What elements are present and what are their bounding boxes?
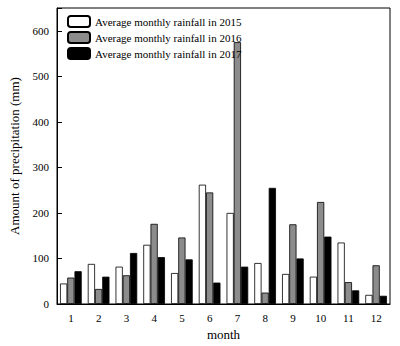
svg-text:Amount of precipitation (mm): Amount of precipitation (mm) — [7, 77, 22, 235]
svg-text:Average monthly rainfall in 20: Average monthly rainfall in 2017 — [95, 48, 242, 60]
svg-text:Average monthly rainfall in 20: Average monthly rainfall in 2015 — [95, 16, 242, 28]
svg-text:3: 3 — [124, 312, 130, 324]
svg-text:2: 2 — [96, 312, 102, 324]
svg-text:300: 300 — [33, 161, 50, 173]
svg-text:11: 11 — [343, 312, 354, 324]
svg-text:Average monthly rainfall in 20: Average monthly rainfall in 2016 — [95, 32, 242, 44]
svg-text:100: 100 — [33, 252, 50, 264]
svg-text:8: 8 — [262, 312, 268, 324]
svg-text:6: 6 — [207, 312, 213, 324]
svg-text:10: 10 — [315, 312, 327, 324]
svg-text:9: 9 — [290, 312, 296, 324]
svg-text:500: 500 — [33, 70, 50, 82]
svg-text:0: 0 — [44, 298, 50, 310]
svg-text:1: 1 — [68, 312, 74, 324]
svg-text:400: 400 — [33, 116, 50, 128]
svg-text:5: 5 — [179, 312, 185, 324]
svg-text:month: month — [207, 327, 241, 342]
svg-text:4: 4 — [151, 312, 157, 324]
svg-text:12: 12 — [371, 312, 382, 324]
svg-text:200: 200 — [33, 207, 50, 219]
svg-text:7: 7 — [235, 312, 241, 324]
svg-text:600: 600 — [33, 25, 50, 37]
